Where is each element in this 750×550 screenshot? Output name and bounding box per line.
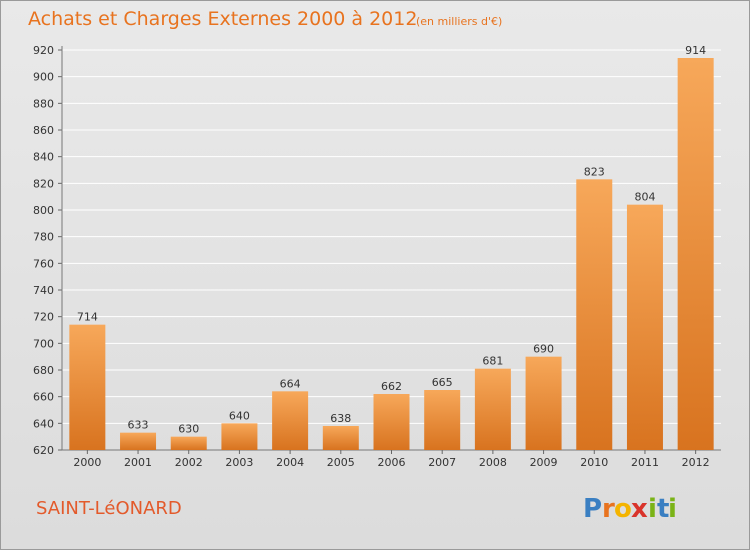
y-tick-label: 860 — [33, 124, 54, 137]
chart-unit-label: (en milliers d'€) — [416, 15, 502, 28]
y-tick-label: 760 — [33, 257, 54, 270]
bar-2008 — [474, 368, 511, 450]
x-tick-label: 2012 — [682, 456, 710, 469]
y-tick-label: 720 — [33, 311, 54, 324]
value-label: 633 — [128, 419, 149, 432]
y-tick-label: 640 — [33, 417, 54, 430]
y-tick-label: 680 — [33, 364, 54, 377]
brand-letter: t — [657, 494, 669, 524]
y-tick-label: 880 — [33, 97, 54, 110]
value-label: 662 — [381, 380, 402, 393]
brand-letter: i — [668, 494, 677, 524]
bar-2007 — [424, 390, 461, 450]
bar-2005 — [322, 426, 359, 450]
brand-letter: P — [583, 494, 602, 524]
chart-title: Achats et Charges Externes 2000 à 2012 — [28, 8, 417, 30]
value-label: 630 — [178, 423, 199, 436]
value-label: 804 — [634, 191, 655, 204]
y-tick-label: 800 — [33, 204, 54, 217]
bar-2004 — [272, 391, 309, 450]
y-tick-label: 900 — [33, 71, 54, 84]
x-tick-label: 2001 — [124, 456, 152, 469]
x-tick-label: 2004 — [276, 456, 304, 469]
x-tick-label: 2005 — [327, 456, 355, 469]
brand-letter: i — [648, 494, 657, 524]
x-tick-label: 2011 — [631, 456, 659, 469]
bar-2010 — [576, 179, 613, 451]
value-label: 914 — [685, 44, 706, 57]
value-label: 690 — [533, 343, 554, 356]
bar-2001 — [120, 432, 157, 450]
bar-2011 — [626, 204, 663, 450]
y-tick-label: 840 — [33, 151, 54, 164]
bar-2006 — [373, 394, 410, 450]
bars — [69, 58, 714, 451]
y-tick-label: 780 — [33, 231, 54, 244]
bar-2003 — [221, 423, 258, 450]
value-label: 664 — [280, 377, 301, 390]
value-label: 640 — [229, 409, 250, 422]
y-tick-label: 740 — [33, 284, 54, 297]
y-tick-label: 920 — [33, 44, 54, 57]
bar-2012 — [677, 58, 714, 450]
value-label: 665 — [432, 376, 453, 389]
bar-2000 — [69, 324, 106, 450]
bar-2002 — [170, 436, 207, 450]
y-tick-label: 700 — [33, 337, 54, 350]
x-tick-label: 2007 — [428, 456, 456, 469]
x-tick-label: 2003 — [225, 456, 253, 469]
value-label: 823 — [584, 165, 605, 178]
y-tick-label: 820 — [33, 177, 54, 190]
x-tick-label: 2000 — [73, 456, 101, 469]
brand-letter: r — [602, 494, 615, 524]
x-tick-label: 2010 — [580, 456, 608, 469]
labels: 714 2000 633 2001 630 2002 640 2003 664 2004 638 20… — [73, 44, 709, 469]
value-label: 638 — [330, 412, 351, 425]
x-tick-label: 2009 — [530, 456, 558, 469]
bar-2009 — [525, 356, 562, 450]
value-label: 714 — [77, 311, 98, 324]
x-tick-label: 2008 — [479, 456, 507, 469]
location-name: SAINT-LéONARD — [36, 498, 182, 519]
brand-letter: o — [614, 494, 632, 524]
x-tick-label: 2006 — [378, 456, 406, 469]
y-tick-label: 620 — [33, 444, 54, 457]
value-label: 681 — [482, 355, 503, 368]
x-tick-label: 2002 — [175, 456, 203, 469]
brand-letter: x — [631, 494, 648, 524]
y-tick-label: 660 — [33, 391, 54, 404]
